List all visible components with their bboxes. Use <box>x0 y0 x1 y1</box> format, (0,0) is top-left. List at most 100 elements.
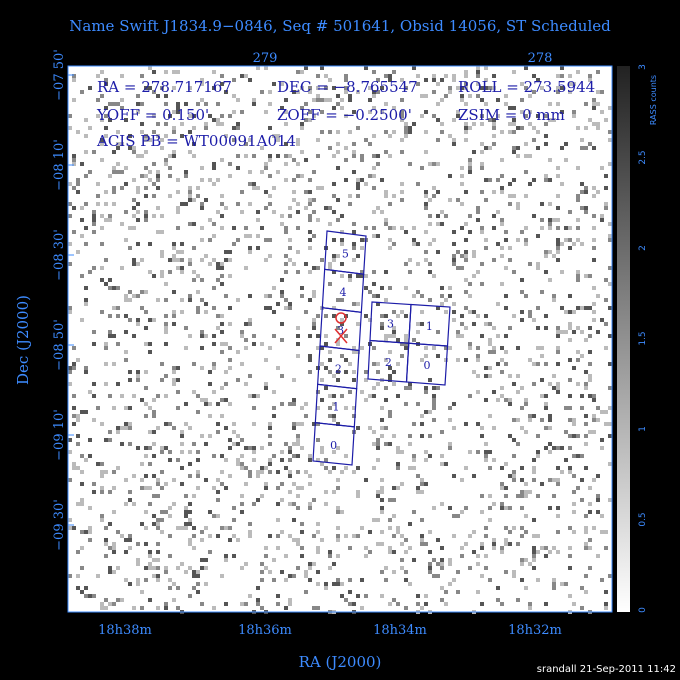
bottom-tick-label: 18h34m <box>373 623 427 638</box>
pixel <box>488 342 492 346</box>
pixel <box>84 150 88 154</box>
pixel <box>228 174 232 178</box>
pixel <box>524 154 528 158</box>
pixel <box>136 578 140 582</box>
pixel <box>172 254 176 258</box>
pixel <box>444 74 448 78</box>
pixel <box>580 206 584 210</box>
pixel <box>556 206 560 210</box>
pixel <box>544 174 548 178</box>
pixel <box>156 494 160 498</box>
pixel <box>260 578 264 582</box>
pixel <box>568 82 572 86</box>
pixel <box>588 350 592 354</box>
pixel <box>128 442 132 446</box>
pixel <box>432 394 436 398</box>
pixel <box>528 358 532 362</box>
pixel <box>516 390 520 394</box>
pixel <box>172 378 176 382</box>
noise <box>68 66 612 614</box>
pixel <box>348 202 352 206</box>
pixel <box>404 314 408 318</box>
pixel <box>268 442 272 446</box>
pixel <box>484 454 488 458</box>
pixel <box>420 606 424 610</box>
pixel <box>176 106 180 110</box>
pixel <box>332 270 336 274</box>
pixel <box>500 486 504 490</box>
pixel <box>184 526 188 530</box>
pixel <box>532 362 536 366</box>
pixel <box>464 122 468 126</box>
pixel <box>68 574 72 578</box>
pixel <box>520 278 524 282</box>
pixel <box>528 418 532 422</box>
pixel <box>104 542 108 546</box>
pixel <box>440 546 444 550</box>
pixel <box>220 482 224 486</box>
pixel <box>400 110 404 114</box>
pixel <box>180 202 184 206</box>
pixel <box>480 162 484 166</box>
pixel <box>448 286 452 290</box>
pixel <box>464 306 468 310</box>
pixel <box>592 106 596 110</box>
pixel <box>528 110 532 114</box>
pixel <box>152 414 156 418</box>
pixel <box>308 502 312 506</box>
pixel <box>228 114 232 118</box>
pixel <box>456 514 460 518</box>
pixel <box>168 514 172 518</box>
pixel <box>392 334 396 338</box>
pixel <box>268 102 272 106</box>
pixel <box>540 418 544 422</box>
pixel <box>188 114 192 118</box>
pixel <box>388 550 392 554</box>
pixel <box>296 138 300 142</box>
pixel <box>424 594 428 598</box>
pixel <box>600 410 604 414</box>
pixel <box>340 106 344 110</box>
pixel <box>212 86 216 90</box>
bottom-tick-label: 18h36m <box>238 623 292 638</box>
pixel <box>364 554 368 558</box>
pixel <box>352 258 356 262</box>
pixel <box>152 194 156 198</box>
pixel <box>80 498 84 502</box>
pixel <box>520 534 524 538</box>
pixel <box>604 202 608 206</box>
pixel <box>92 150 96 154</box>
pixel <box>92 382 96 386</box>
pixel <box>168 258 172 262</box>
pixel <box>484 78 488 82</box>
pixel <box>256 602 260 606</box>
pixel <box>428 410 432 414</box>
pixel <box>492 346 496 350</box>
pixel <box>104 606 108 610</box>
pixel <box>280 458 284 462</box>
pixel <box>376 438 380 442</box>
pixel <box>244 226 248 230</box>
pixel <box>348 278 352 282</box>
pixel <box>584 514 588 518</box>
pixel <box>388 334 392 338</box>
pixel <box>236 122 240 126</box>
pixel <box>136 102 140 106</box>
pixel <box>240 334 244 338</box>
pixel <box>524 242 528 246</box>
pixel <box>136 210 140 214</box>
pixel <box>480 150 484 154</box>
pixel <box>500 254 504 258</box>
pixel <box>264 466 268 470</box>
pixel <box>92 266 96 270</box>
pixel <box>332 154 336 158</box>
pixel <box>348 194 352 198</box>
pixel <box>328 206 332 210</box>
pixel <box>288 458 292 462</box>
pixel <box>304 310 308 314</box>
pixel <box>220 322 224 326</box>
pixel <box>532 138 536 142</box>
pixel <box>528 94 532 98</box>
pixel <box>420 94 424 98</box>
pixel <box>508 106 512 110</box>
